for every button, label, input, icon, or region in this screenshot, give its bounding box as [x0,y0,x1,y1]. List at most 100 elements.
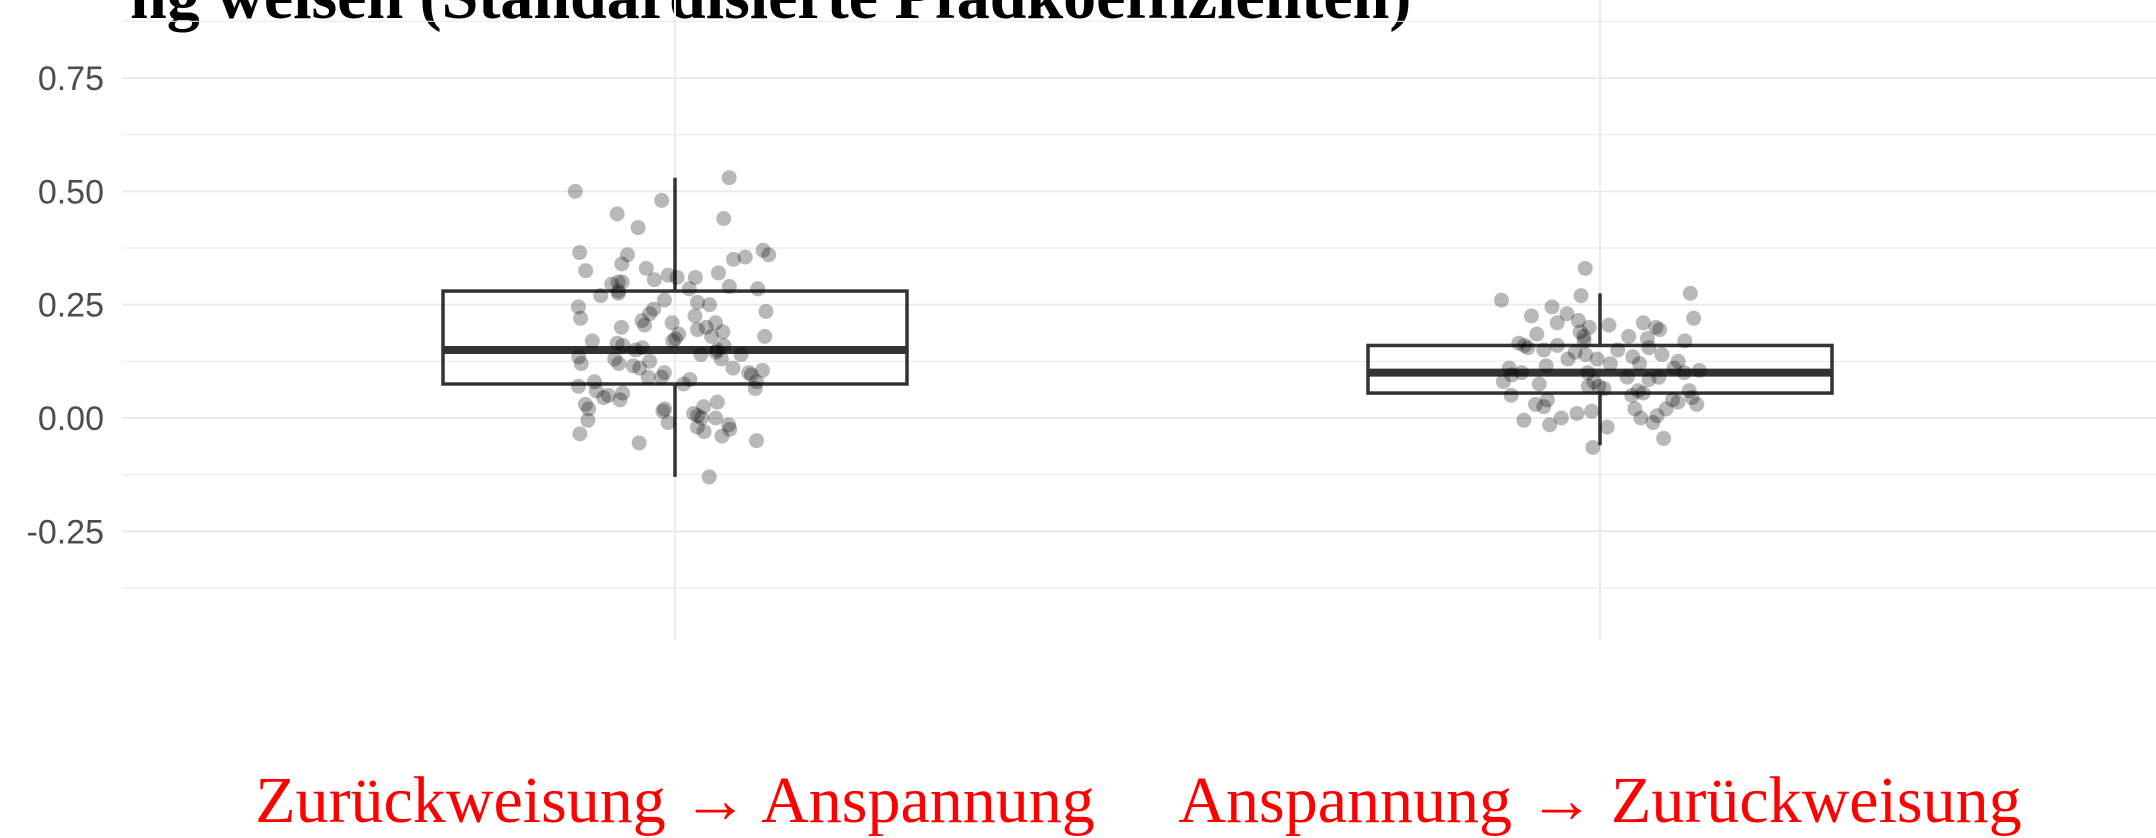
data-point [714,428,730,444]
data-point [1645,415,1661,431]
data-point [1686,310,1702,326]
data-point [610,274,626,290]
data-point [690,408,706,424]
data-point [1648,319,1664,335]
data-point [1619,369,1635,385]
data-point [1586,374,1602,390]
data-point [1577,260,1593,276]
data-point [656,365,672,381]
data-point [571,349,587,365]
data-point [610,285,626,301]
data-point [1601,317,1617,333]
data-point [1651,369,1667,385]
data-point [614,274,630,290]
data-point [722,421,738,437]
data-point [654,192,670,208]
data-point [693,347,709,363]
data-point [1633,410,1649,426]
data-point [572,426,588,442]
data-point [1536,399,1552,415]
data-point [1523,308,1539,324]
data-point [725,360,741,376]
data-point [1549,337,1565,353]
data-point [749,374,765,390]
data-point [690,294,706,310]
data-point [721,279,737,295]
data-point [716,337,732,353]
data-point [573,310,589,326]
data-point [1625,349,1641,365]
data-point [1677,333,1693,349]
data-point [632,360,648,376]
data-point [1670,394,1686,410]
data-point [1585,439,1601,455]
data-point [1493,292,1509,308]
category-label-0: Zurückweisung → Anspannung [255,764,1095,837]
data-point [1627,401,1643,417]
data-point [1549,315,1565,331]
data-point [642,306,658,322]
data-point [1666,360,1682,376]
data-point [1682,285,1698,301]
data-point [1528,396,1544,412]
data-point [1501,360,1517,376]
data-point [584,333,600,349]
data-point [586,374,602,390]
data-point [660,267,676,283]
data-point [630,220,646,236]
data-point [681,281,697,297]
y-tick-label: 0.75 [38,60,104,98]
data-point [631,435,647,451]
data-point [1514,365,1530,381]
y-tick-label: 0.00 [38,400,104,438]
data-point [1511,335,1527,351]
data-point [1553,410,1569,426]
data-point [1572,324,1588,340]
data-point [748,433,764,449]
data-point [1536,342,1552,358]
data-point [615,385,631,401]
data-point [1570,313,1586,329]
data-point [1529,326,1545,342]
data-point [754,362,770,378]
data-point [1670,353,1686,369]
data-point [701,469,717,485]
data-point [628,342,644,358]
data-point [1516,337,1532,353]
data-point [656,292,672,308]
data-point [610,283,626,299]
data-point [567,183,583,199]
data-point [1630,383,1646,399]
data-point [737,249,753,265]
data-point [747,381,763,397]
data-point [708,344,724,360]
data-point [1531,376,1547,392]
data-point [1641,340,1657,356]
data-point [1610,342,1626,358]
data-point [646,272,662,288]
data-point [1576,333,1592,349]
data-point [609,206,625,222]
data-point [757,328,773,344]
data-point [1516,412,1532,428]
y-tick-label: 0.50 [38,173,104,211]
data-point [1504,367,1520,383]
data-point [758,303,774,319]
data-point [1591,378,1607,394]
data-point [696,399,712,415]
data-point [1578,347,1594,363]
data-point [750,281,766,297]
data-point [696,424,712,440]
data-point [698,319,714,335]
data-point [725,251,741,267]
data-point [1569,405,1585,421]
data-point [1689,396,1705,412]
data-point [744,367,760,383]
data-point [689,419,705,435]
data-point [619,247,635,263]
data-point [1681,383,1697,399]
data-point [671,326,687,342]
data-point [611,356,627,372]
data-point [581,401,597,417]
